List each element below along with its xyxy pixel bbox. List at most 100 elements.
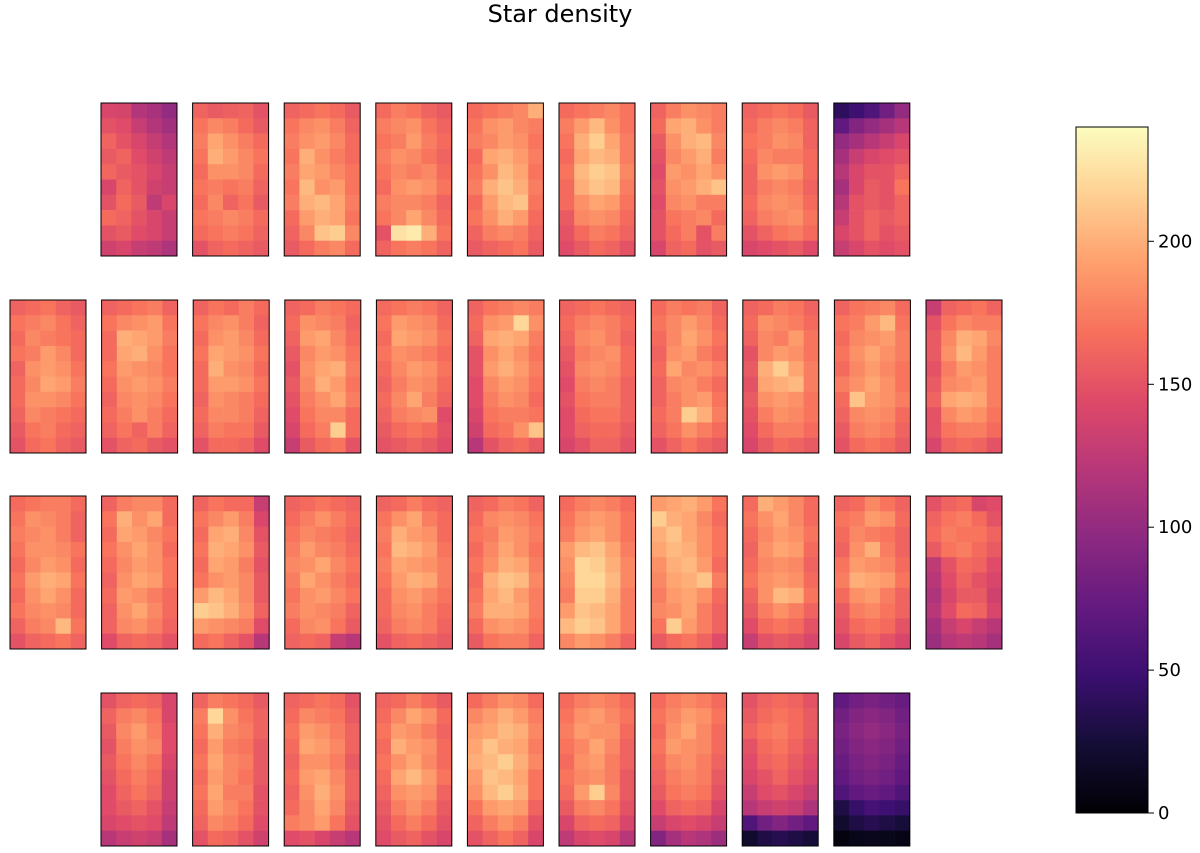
heatmap-cell: [101, 194, 117, 211]
heatmap-cell: [712, 618, 728, 634]
heatmap-cell: [10, 633, 26, 650]
heatmap-cell: [161, 830, 178, 847]
heatmap-cell: [833, 723, 850, 740]
heatmap-cell: [284, 437, 301, 454]
heatmap-cell: [941, 511, 957, 527]
tile-r2-c5: [467, 495, 545, 650]
heatmap-cell: [70, 422, 87, 438]
heatmap-cell: [971, 603, 988, 619]
tile-border: [467, 495, 545, 650]
heatmap-cell: [742, 210, 758, 226]
heatmap-cell: [666, 376, 682, 393]
heatmap-cell: [971, 330, 988, 347]
heatmap-cell: [391, 345, 408, 362]
colorbar-tick-label: 100: [1158, 517, 1192, 538]
heatmap-cell: [10, 587, 26, 604]
heatmap-cell: [238, 118, 254, 134]
heatmap-cell: [238, 194, 254, 211]
heatmap-cell: [238, 103, 254, 119]
heatmap-cell: [895, 330, 911, 347]
heatmap-cell: [238, 225, 254, 241]
heatmap-cell: [253, 769, 269, 786]
heatmap-cell: [834, 541, 850, 558]
heatmap-cell: [116, 754, 132, 770]
heatmap-cell: [55, 422, 72, 438]
heatmap-cell: [161, 179, 178, 196]
heatmap-cell: [528, 210, 544, 226]
heatmap-cell: [757, 194, 773, 211]
heatmap-cell: [773, 603, 789, 619]
heatmap-cell: [253, 133, 269, 150]
heatmap-cell: [711, 164, 727, 180]
tile-border: [650, 692, 728, 847]
heatmap-cell: [329, 693, 346, 709]
heatmap-cell: [238, 723, 254, 740]
heatmap-cell: [834, 361, 850, 377]
heatmap-cell: [665, 118, 682, 134]
heatmap-cell: [879, 738, 895, 755]
heatmap-cell: [329, 830, 346, 847]
heatmap-cell: [696, 769, 712, 786]
heatmap-cell: [864, 407, 881, 423]
heatmap-cell: [941, 587, 957, 604]
heatmap-cell: [422, 557, 438, 573]
heatmap-cell: [574, 723, 590, 740]
heatmap-cell: [238, 300, 255, 316]
heatmap-cell: [528, 541, 545, 558]
heatmap-cell: [880, 618, 896, 634]
heatmap-cell: [926, 330, 942, 347]
heatmap-cell: [193, 587, 209, 604]
heatmap-cell: [574, 754, 590, 770]
tile-r1-c0: [9, 299, 87, 454]
heatmap-cell: [223, 164, 239, 180]
heatmap-cell: [253, 103, 269, 119]
heatmap-cell: [773, 496, 789, 512]
heatmap-cell: [437, 511, 453, 527]
heatmap-cell: [315, 526, 331, 543]
heatmap-cell: [70, 526, 87, 543]
heatmap-cell: [864, 210, 880, 226]
heatmap-cell: [284, 496, 301, 512]
heatmap-cell: [330, 345, 346, 362]
heatmap-cell: [40, 557, 56, 573]
heatmap-cell: [742, 300, 759, 316]
heatmap-cell: [223, 194, 239, 211]
heatmap-cell: [589, 738, 605, 755]
heatmap-cell: [665, 708, 682, 724]
tile-border: [833, 102, 911, 257]
heatmap-cell: [162, 511, 178, 527]
heatmap-cell: [223, 633, 240, 650]
heatmap-cell: [25, 361, 41, 377]
heatmap-cell: [971, 315, 988, 331]
heatmap-cell: [879, 815, 895, 831]
heatmap-cell: [391, 315, 408, 331]
tile-r2-c7: [650, 495, 728, 650]
chart-title: Star density: [488, 0, 633, 28]
heatmap-cell: [375, 784, 392, 801]
heatmap-cell: [437, 603, 453, 619]
tile-r2-c3: [284, 495, 362, 650]
heatmap-cell: [422, 330, 438, 347]
heatmap-cell: [803, 407, 820, 423]
heatmap-cell: [375, 179, 392, 196]
heatmap-cell: [467, 133, 483, 150]
heatmap-cell: [193, 496, 209, 512]
heatmap-cell: [803, 815, 819, 831]
heatmap-cell: [849, 194, 865, 211]
heatmap-cell: [895, 361, 911, 377]
heatmap-cell: [528, 407, 545, 423]
heatmap-cell: [437, 541, 453, 558]
heatmap-cell: [712, 541, 728, 558]
heatmap-cell: [436, 693, 453, 709]
heatmap-cell: [590, 511, 606, 527]
heatmap-cell: [559, 407, 576, 423]
tile-border: [375, 495, 453, 650]
heatmap-cell: [238, 496, 255, 512]
heatmap-cell: [895, 603, 911, 619]
heatmap-cell: [25, 496, 41, 512]
heatmap-cell: [833, 148, 850, 165]
heatmap-cell: [207, 769, 224, 786]
heatmap-cell: [559, 148, 575, 165]
heatmap-cell: [849, 693, 865, 709]
heatmap-cell: [619, 738, 636, 755]
